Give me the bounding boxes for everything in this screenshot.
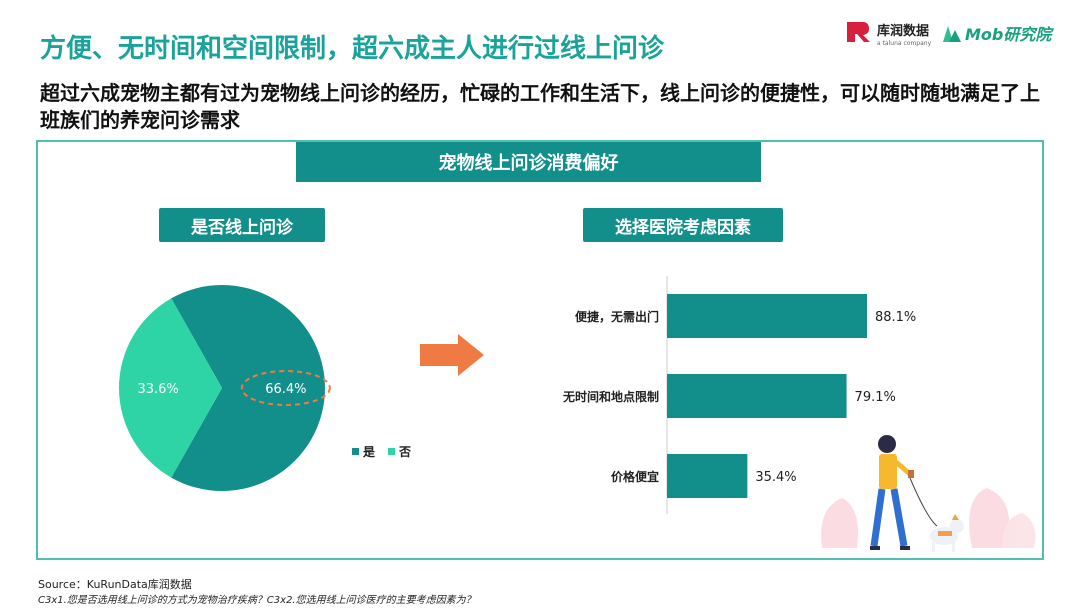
logo-left-sub: a taluna company	[877, 40, 932, 47]
logo-left-text: 库润数据	[877, 23, 929, 39]
brand-logos: 库润数据 a taluna company Mob研究院	[845, 18, 1060, 48]
logo-right-text: Mob研究院	[965, 25, 1054, 44]
highlight-circle	[240, 370, 331, 406]
bar-1	[667, 374, 847, 418]
bar-value-1: 79.1%	[855, 390, 896, 405]
panel-title: 宠物线上问诊消费偏好	[296, 142, 761, 182]
bar-0	[667, 294, 867, 338]
arrow-icon	[420, 334, 484, 376]
pie-slice-0	[171, 285, 325, 491]
pie-label-0: 66.4%	[265, 382, 306, 397]
bar-category-2: 价格便宜	[611, 469, 659, 484]
pie-chart-title: 是否线上问诊	[159, 208, 325, 242]
bar-value-0: 88.1%	[875, 310, 916, 325]
pie-label-1: 33.6%	[137, 382, 178, 397]
woman-walking-dog-illustration	[821, 435, 1036, 552]
legend-label-0: 是	[362, 445, 376, 459]
source-note: Source：KuRunData库润数据	[38, 578, 192, 591]
legend-swatch-0	[352, 448, 359, 455]
bar-2	[667, 454, 748, 498]
page-title: 方便、无时间和空间限制，超六成主人进行过线上问诊	[40, 34, 665, 64]
kurun-logo-icon	[847, 22, 870, 42]
pie-slice-1	[119, 298, 222, 478]
bar-category-1: 无时间和地点限制	[562, 389, 659, 404]
bar-chart-title: 选择医院考虑因素	[583, 208, 783, 242]
pie-chart: 66.4% 33.6% 是 否	[119, 285, 411, 491]
bar-category-0: 便捷，无需出门	[575, 309, 659, 324]
legend-swatch-1	[388, 448, 395, 455]
mob-logo-icon	[943, 26, 961, 42]
legend-label-1: 否	[398, 445, 411, 459]
question-note: C3x1.您是否选用线上问诊的方式为宠物治疗疾病？C3x2.您选用线上问诊医疗的…	[38, 595, 476, 606]
bar-chart: 便捷，无需出门 88.1% 无时间和地点限制 79.1% 价格便宜 35.4%	[562, 276, 916, 514]
content-panel	[36, 140, 1044, 560]
bar-value-2: 35.4%	[755, 470, 796, 485]
page-subtitle: 超过六成宠物主都有过为宠物线上问诊的经历，忙碌的工作和生活下，线上问诊的便捷性，…	[40, 81, 1040, 132]
